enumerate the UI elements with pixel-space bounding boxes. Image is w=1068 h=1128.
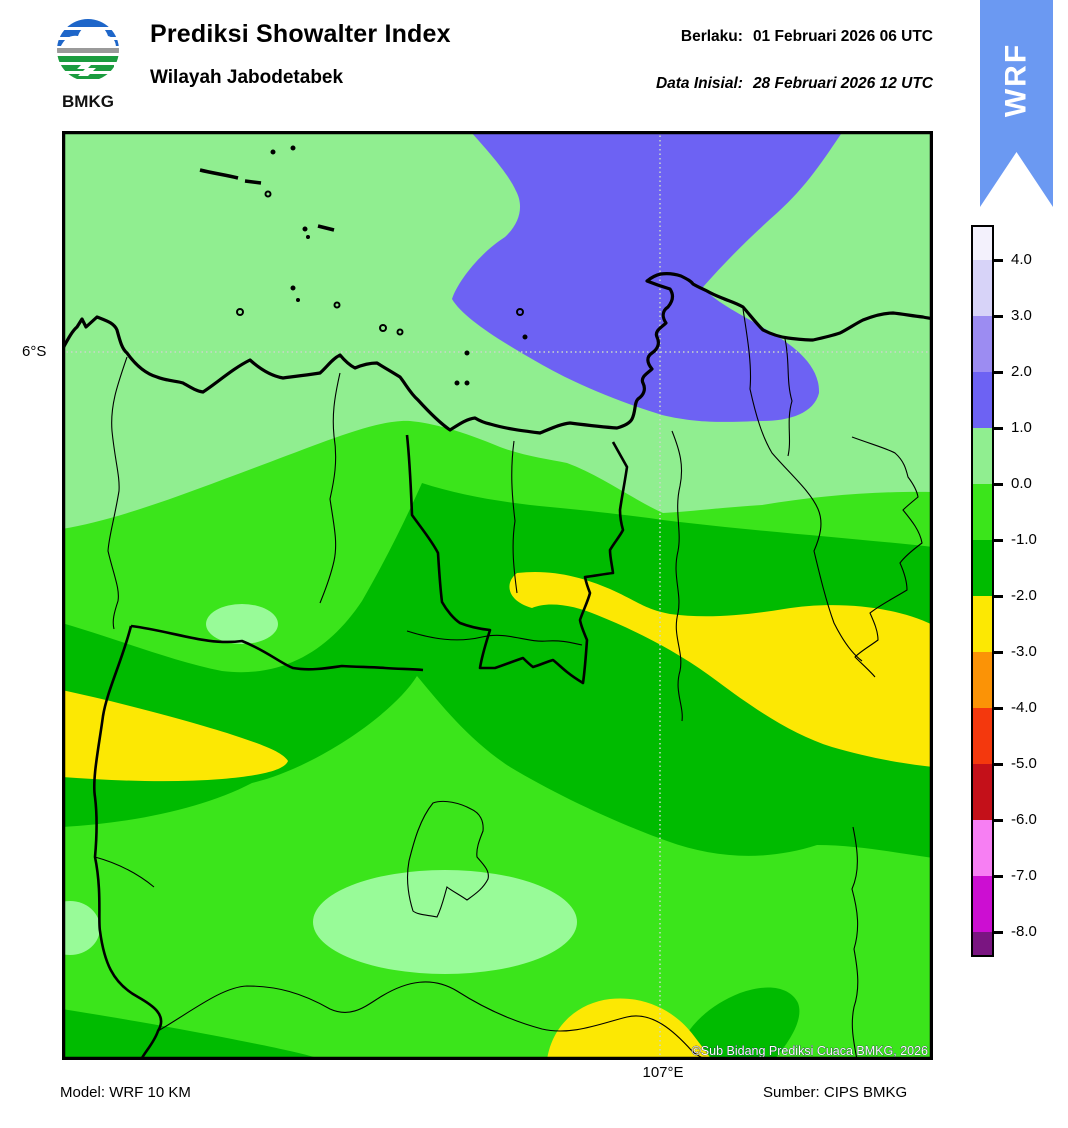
init-time-line: Data Inisial: 28 Februari 2026 12 UTC: [656, 75, 933, 93]
wrf-ribbon-label: WRF: [999, 42, 1033, 118]
map-fill-dark-bottom-left: [62, 1009, 324, 1060]
lon-axis-label: 107°E: [642, 1064, 684, 1081]
lat-axis-label: 6°S: [22, 343, 47, 360]
bmkg-logo-icon: [57, 19, 119, 79]
colorbar-segment: [973, 876, 992, 932]
colorbar-tick-label: -4.0: [1011, 699, 1037, 716]
islands: [199, 145, 528, 386]
colorbar-tick-label: 0.0: [1011, 475, 1032, 492]
coastline: [60, 272, 934, 435]
colorbar-segment: [973, 764, 992, 820]
colorbar-segment: [973, 316, 992, 372]
page-subtitle: Wilayah Jabodetabek: [150, 67, 344, 88]
footer-model: Model: WRF 10 KM: [60, 1084, 191, 1101]
colorbar-tick-mark: [994, 930, 1003, 934]
init-time-value: 28 Februari 2026 12 UTC: [752, 75, 933, 92]
map-fill-yellow-band: [509, 571, 933, 767]
colorbar-tick-label: 2.0: [1011, 363, 1032, 380]
colorbar-segment: [973, 820, 992, 876]
colorbar-tick-mark: [994, 482, 1003, 486]
colorbar-tick-mark: [994, 650, 1003, 654]
colorbar-tick-mark: [994, 538, 1003, 542]
colorbar-segment: [973, 484, 992, 540]
map-fill-dark-bottom-right: [674, 987, 800, 1060]
map-highlight-ellipse-tangerang: [206, 604, 278, 644]
bmkg-logo: BMKG: [36, 10, 140, 114]
colorbar-segment: [973, 540, 992, 596]
valid-time-label: Berlaku:: [680, 28, 743, 45]
map-fill-si-1-2: [452, 131, 843, 422]
admin-boundaries-thin: [94, 308, 923, 1061]
colorbar-tick-label: 4.0: [1011, 251, 1032, 268]
valid-time-value: 01 Februari 2026 06 UTC: [752, 28, 933, 45]
map-frame: [61, 130, 934, 1061]
colorbar-tick-label: -3.0: [1011, 643, 1037, 660]
colorbar-tick-mark: [994, 762, 1003, 766]
forecast-map-canvas: ©Sub Bidang Prediksi Cuaca BMKG, 2026: [40, 130, 934, 1061]
colorbar: [971, 225, 994, 957]
colorbar-segment: [973, 260, 992, 316]
map-highlight-ellipse-southeast: [313, 870, 577, 974]
colorbar-segment: [973, 708, 992, 764]
map-fill-yellow-bottom: [547, 998, 712, 1060]
colorbar-segment: [973, 227, 992, 260]
colorbar-tick-mark: [994, 706, 1003, 710]
bmkg-logo-text: BMKG: [62, 92, 114, 111]
colorbar-segment: [973, 596, 992, 652]
colorbar-tick-mark: [994, 426, 1003, 430]
colorbar-segment: [973, 428, 992, 484]
colorbar-segment: [973, 372, 992, 428]
wrf-ribbon: WRF: [980, 0, 1053, 207]
colorbar-tick-mark: [994, 370, 1003, 374]
colorbar-tick-label: -5.0: [1011, 755, 1037, 772]
colorbar-tick-mark: [994, 594, 1003, 598]
map-fill-yellow-west: [62, 690, 288, 782]
colorbar-tick-mark: [994, 818, 1003, 822]
colorbar-tick-mark: [994, 258, 1003, 262]
colorbar-tick-label: -8.0: [1011, 923, 1037, 940]
colorbar-tick-label: 1.0: [1011, 419, 1032, 436]
colorbar-segment: [973, 652, 992, 708]
footer-source: Sumber: CIPS BMKG: [763, 1084, 908, 1101]
colorbar-tick-label: -7.0: [1011, 867, 1037, 884]
map-copyright: ©Sub Bidang Prediksi Cuaca BMKG, 2026: [692, 1044, 928, 1058]
valid-time-line: Berlaku: 01 Februari 2026 06 UTC: [681, 28, 933, 46]
wrf-ribbon-shape: [980, 0, 1053, 207]
page-title: Prediksi Showalter Index: [150, 20, 451, 48]
colorbar-tick-label: 3.0: [1011, 307, 1032, 324]
colorbar-tick-mark: [994, 874, 1003, 878]
colorbar-tick-label: -1.0: [1011, 531, 1037, 548]
admin-boundaries-thick: [92, 434, 629, 1061]
colorbar-tick-label: -6.0: [1011, 811, 1037, 828]
forecast-map: ©Sub Bidang Prediksi Cuaca BMKG, 2026: [40, 130, 934, 1061]
init-time-label: Data Inisial:: [655, 75, 743, 92]
colorbar-segment: [973, 932, 992, 955]
colorbar-tick-mark: [994, 314, 1003, 318]
colorbar-tick-label: -2.0: [1011, 587, 1037, 604]
